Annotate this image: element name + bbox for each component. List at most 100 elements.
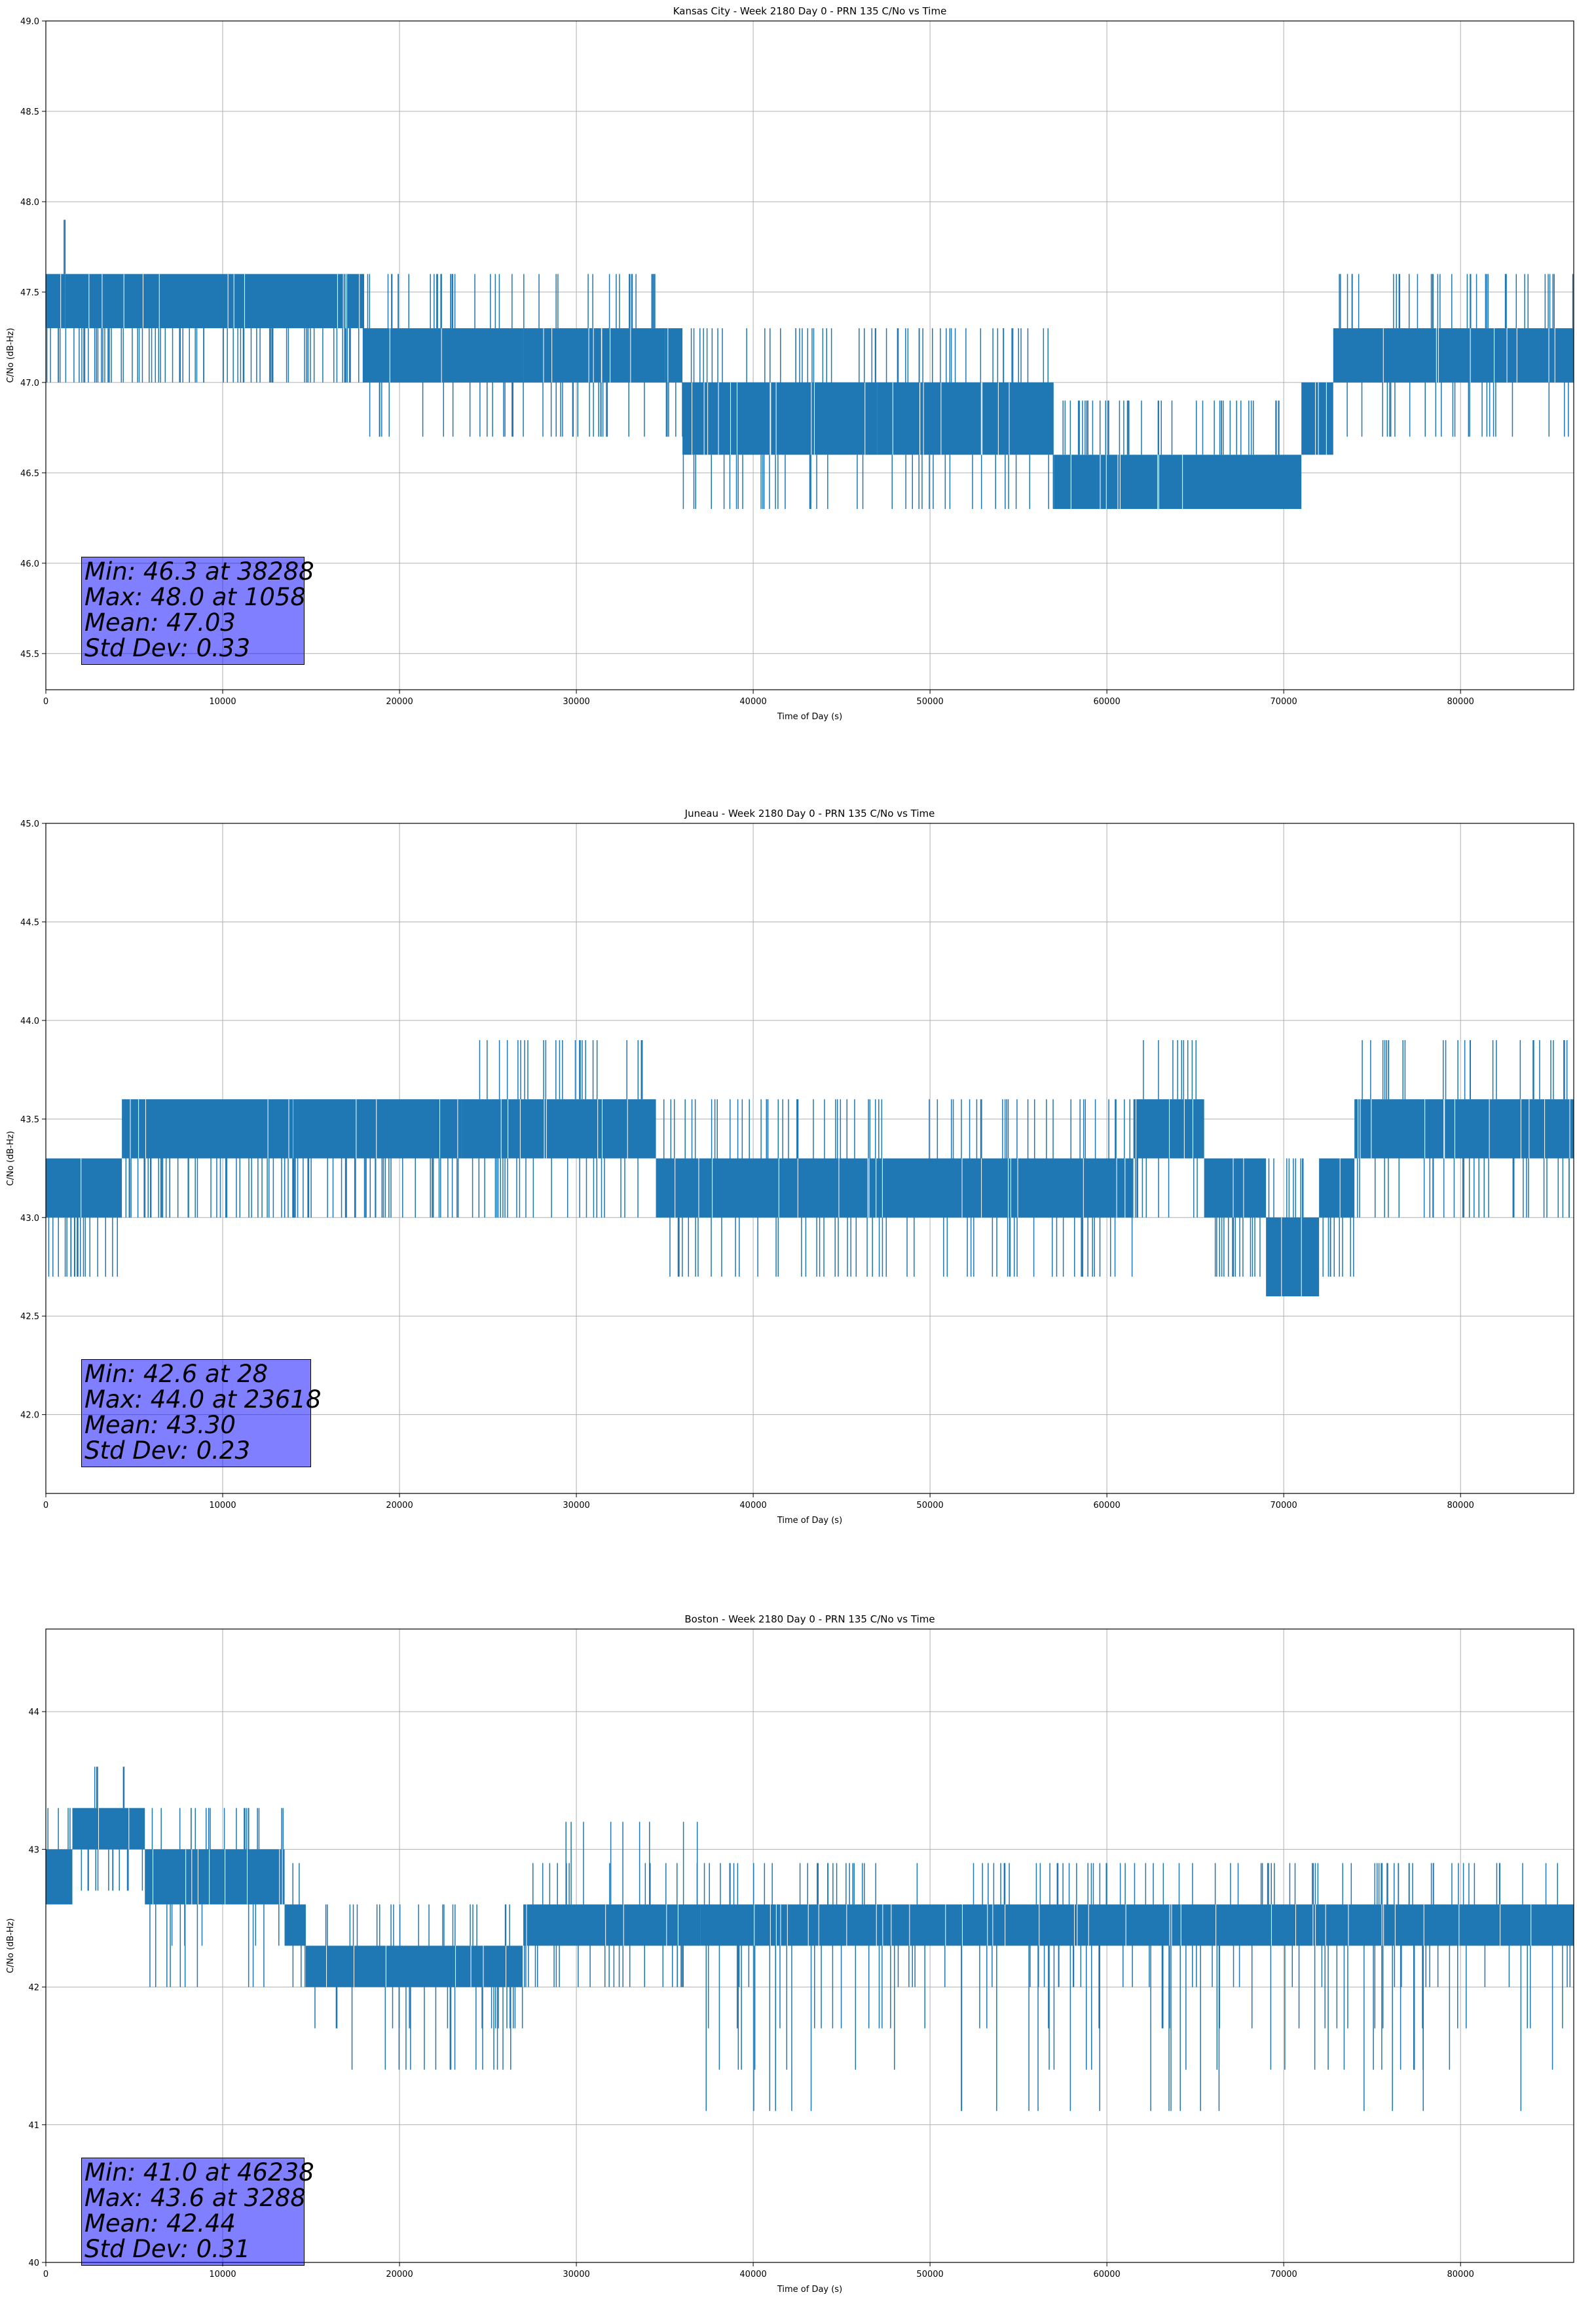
y-tick-label: 48.5 — [20, 107, 39, 117]
y-tick-label: 40 — [28, 2258, 39, 2268]
data-band — [122, 1099, 294, 1159]
x-tick-label: 30000 — [563, 697, 589, 707]
x-axis: 0 10000 20000 30000 40000 50000 60000 70000 8000… — [43, 2262, 1474, 2279]
data-band — [1266, 1217, 1320, 1297]
stats-max: Max: 48.0 at 1058 — [84, 583, 306, 611]
data-band — [461, 1099, 656, 1159]
y-axis-label: C/No (dB-Hz) — [6, 328, 16, 383]
data-band — [1301, 382, 1333, 455]
stats-min: Min: 42.6 at 28 — [84, 1360, 269, 1388]
x-tick-label: 0 — [43, 1501, 48, 1510]
data-band — [64, 274, 65, 329]
stats-min: Min: 41.0 at 46238 — [84, 2158, 314, 2186]
series-cno — [46, 1040, 1574, 1297]
data-band — [1333, 328, 1574, 383]
x-axis: 0 10000 20000 30000 40000 50000 60000 70000 8000… — [43, 690, 1474, 707]
y-tick-label: 45.5 — [20, 650, 39, 660]
y-tick-label: 41 — [28, 2121, 39, 2131]
y-tick-label: 47.0 — [20, 379, 39, 388]
x-tick-label: 60000 — [1093, 697, 1120, 707]
x-axis-label: Time of Day (s) — [777, 2285, 842, 2295]
data-band — [293, 1099, 462, 1159]
data-band — [72, 1808, 145, 1850]
stats-mean: Mean: 43.30 — [84, 1411, 236, 1439]
chart-panel-boston: Boston - Week 2180 Day 0 - PRN 135 C/No … — [0, 1605, 1577, 2324]
y-tick-label: 44.0 — [20, 1017, 39, 1026]
stats-max: Max: 43.6 at 3288 — [84, 2184, 306, 2212]
data-band — [364, 328, 524, 383]
x-axis-label: Time of Day (s) — [777, 1516, 842, 1526]
y-tick-label: 42 — [28, 1983, 39, 1993]
chart-svg: Kansas City - Week 2180 Day 0 - PRN 135 … — [6, 5, 1574, 722]
chart-title: Juneau - Week 2180 Day 0 - PRN 135 C/No … — [684, 808, 935, 819]
x-tick-label: 80000 — [1447, 2270, 1474, 2279]
data-band — [1354, 1099, 1574, 1159]
y-axis-label: C/No (dB-Hz) — [6, 1919, 16, 1974]
y-tick-label: 45.0 — [20, 819, 39, 829]
data-band — [1319, 1158, 1355, 1218]
x-tick-label: 10000 — [209, 697, 236, 707]
data-band — [665, 328, 683, 383]
data-band — [46, 1158, 122, 1218]
data-band — [1133, 1099, 1204, 1159]
data-band — [682, 382, 878, 455]
y-tick-label: 42.5 — [20, 1312, 39, 1322]
chart-panel-kansas-city: Kansas City - Week 2180 Day 0 - PRN 135 … — [0, 0, 1577, 773]
stats-box: Min: 42.6 at 28 Max: 44.0 at 23618 Mean:… — [81, 1359, 322, 1467]
x-tick-label: 0 — [43, 2270, 48, 2279]
y-tick-label: 47.5 — [20, 288, 39, 298]
data-band — [877, 382, 1054, 455]
y-axis: 40 41 42 43 44 — [28, 1708, 46, 2268]
y-tick-label: 49.0 — [20, 17, 39, 27]
data-band — [523, 328, 665, 383]
stats-box: Min: 46.3 at 38288 Max: 48.0 at 1058 Mea… — [81, 557, 314, 665]
y-tick-label: 43.0 — [20, 1214, 39, 1224]
y-tick-label: 44.5 — [20, 918, 39, 928]
series-cno — [46, 1767, 1574, 2111]
x-axis: 0 10000 20000 30000 40000 50000 60000 70000 8000… — [43, 1493, 1474, 1510]
data-band — [145, 1849, 285, 1905]
x-tick-label: 50000 — [916, 697, 943, 707]
y-tick-label: 48.0 — [20, 198, 39, 208]
x-tick-label: 40000 — [739, 1501, 766, 1510]
x-tick-label: 30000 — [563, 1501, 589, 1510]
chart-title: Boston - Week 2180 Day 0 - PRN 135 C/No … — [684, 1613, 935, 1625]
x-tick-label: 50000 — [916, 1501, 943, 1510]
x-tick-label: 0 — [43, 697, 48, 707]
x-tick-label: 70000 — [1270, 697, 1297, 707]
x-tick-label: 10000 — [209, 2270, 236, 2279]
y-tick-label: 46.0 — [20, 559, 39, 569]
data-band — [284, 1904, 306, 1946]
y-tick-label: 43 — [28, 1845, 39, 1855]
y-tick-label: 44 — [28, 1708, 39, 1717]
x-tick-label: 80000 — [1447, 697, 1474, 707]
x-tick-label: 10000 — [209, 1501, 236, 1510]
data-band — [305, 1945, 524, 1987]
y-axis-label: C/No (dB-Hz) — [6, 1131, 16, 1186]
plot-frame — [45, 1628, 1574, 2263]
stats-std-dev: Std Dev: 0.31 — [84, 2235, 251, 2263]
stats-std-dev: Std Dev: 0.33 — [84, 634, 251, 662]
stats-min: Min: 46.3 at 38288 — [84, 557, 314, 586]
x-tick-label: 50000 — [916, 2270, 943, 2279]
x-tick-label: 30000 — [563, 2270, 589, 2279]
data-band — [1054, 455, 1302, 510]
x-tick-label: 20000 — [386, 1501, 413, 1510]
data-band — [65, 274, 365, 329]
y-tick-label: 42.0 — [20, 1411, 39, 1421]
x-tick-label: 20000 — [386, 2270, 413, 2279]
data-band — [46, 1849, 73, 1905]
x-tick-label: 60000 — [1093, 1501, 1120, 1510]
plot-frame — [45, 20, 1574, 690]
chart-panel-juneau: Juneau - Week 2180 Day 0 - PRN 135 C/No … — [0, 804, 1577, 1577]
series-cno — [46, 219, 1574, 510]
x-tick-label: 60000 — [1093, 2270, 1120, 2279]
x-tick-label: 70000 — [1270, 1501, 1297, 1510]
data-band — [1204, 1158, 1267, 1218]
stats-mean: Mean: 42.44 — [84, 2209, 236, 2238]
x-tick-label: 70000 — [1270, 2270, 1297, 2279]
y-tick-label: 43.5 — [20, 1115, 39, 1125]
stats-max: Max: 44.0 at 23618 — [84, 1385, 322, 1414]
data-band — [656, 1158, 1134, 1218]
chart-svg: Boston - Week 2180 Day 0 - PRN 135 C/No … — [6, 1613, 1574, 2295]
